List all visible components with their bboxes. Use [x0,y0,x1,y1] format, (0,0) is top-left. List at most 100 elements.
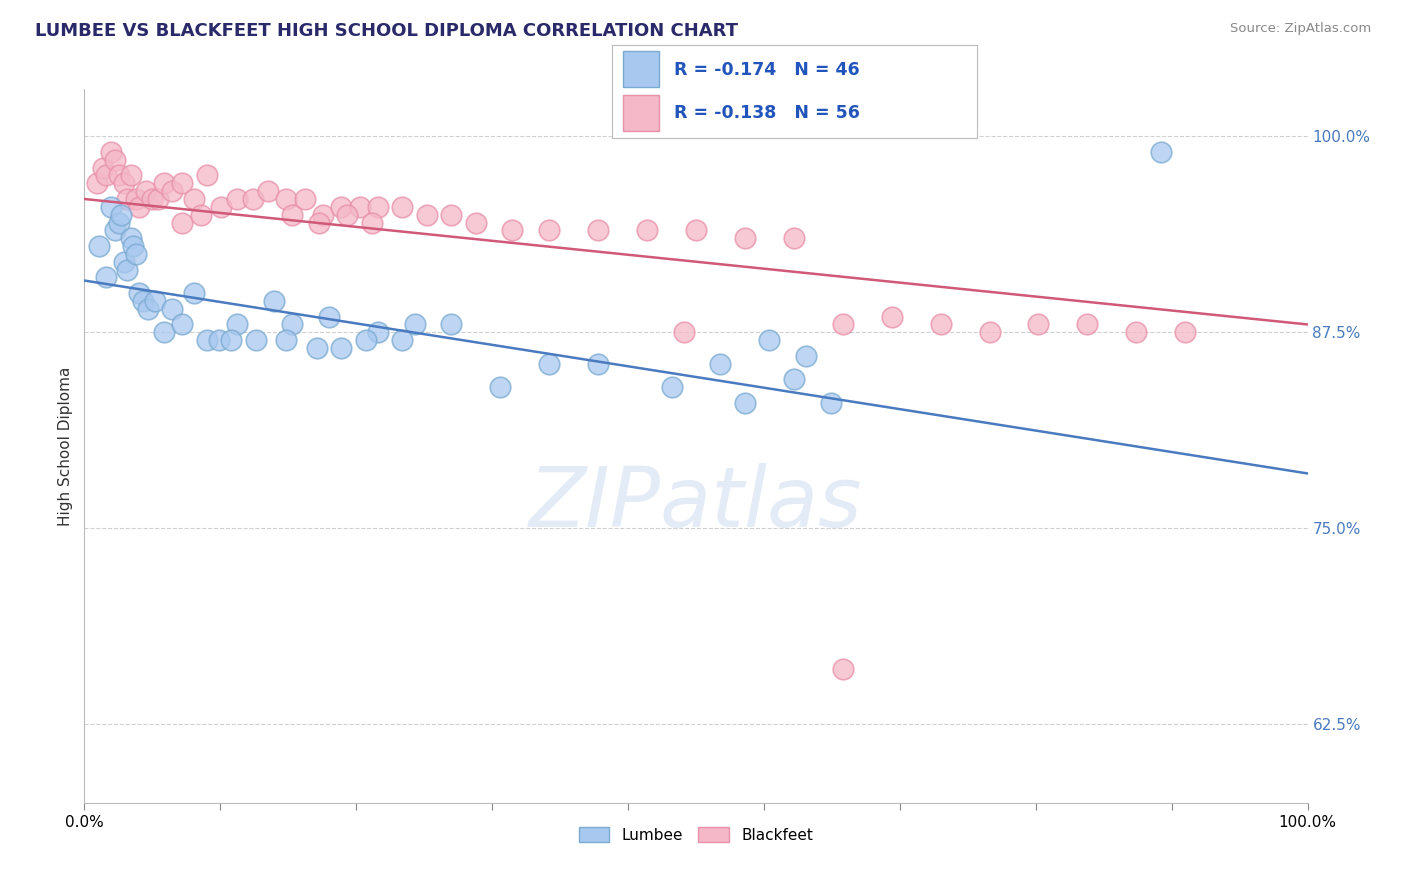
Point [586,223,609,237]
Point [96,169,118,183]
Point [107,215,129,229]
Point [502,223,524,237]
Point [195,169,218,183]
Point [1150,145,1173,159]
Point [831,318,853,332]
Point [110,208,132,222]
Point [183,192,205,206]
Point [929,318,952,332]
Point [661,380,683,394]
Point [86,176,108,190]
Point [128,286,150,301]
Legend: Lumbee, Blackfeet: Lumbee, Blackfeet [572,821,820,848]
Point [100,145,122,159]
Point [162,301,184,316]
Point [464,215,486,229]
Point [104,153,127,167]
Point [91,161,114,175]
Point [312,208,335,222]
Point [538,357,561,371]
Point [783,231,806,245]
Point [190,208,212,222]
Point [416,208,439,222]
Point [586,357,609,371]
Point [96,270,118,285]
Point [135,184,157,198]
Point [367,200,389,214]
Point [226,318,249,332]
Point [294,192,316,206]
Point [538,223,561,237]
Point [794,349,817,363]
Point [245,333,267,347]
Point [87,239,110,253]
Point [330,341,353,355]
Point [305,341,328,355]
Point [242,192,264,206]
Point [831,663,853,677]
Point [183,286,205,301]
Text: R = -0.174   N = 46: R = -0.174 N = 46 [673,61,859,78]
Point [153,176,176,190]
Point [308,215,330,229]
Point [276,192,298,206]
Point [336,208,359,222]
Point [112,254,135,268]
Point [219,333,242,347]
Point [1028,318,1050,332]
Point [257,184,280,198]
Point [636,223,658,237]
Point [672,326,695,340]
Point [107,169,129,183]
Point [709,357,731,371]
Point [132,293,155,308]
Point [979,326,1001,340]
Point [404,318,426,332]
Point [360,215,382,229]
Point [143,293,166,308]
Point [354,333,377,347]
Point [758,333,780,347]
Point [440,318,463,332]
Point [125,192,148,206]
Point [136,301,159,316]
Point [153,326,176,340]
Point [112,176,135,190]
Point [367,326,389,340]
Text: Source: ZipAtlas.com: Source: ZipAtlas.com [1230,22,1371,36]
Text: LUMBEE VS BLACKFEET HIGH SCHOOL DIPLOMA CORRELATION CHART: LUMBEE VS BLACKFEET HIGH SCHOOL DIPLOMA … [35,22,738,40]
Point [104,223,127,237]
Point [783,372,806,386]
Text: ZIPatlas: ZIPatlas [529,463,863,543]
Point [330,200,353,214]
Point [146,192,169,206]
FancyBboxPatch shape [623,51,659,87]
Point [880,310,903,324]
Point [440,208,463,222]
Point [391,200,413,214]
Point [391,333,413,347]
Point [141,192,163,206]
Point [318,310,340,324]
Point [734,396,756,410]
Point [1076,318,1098,332]
Point [172,318,194,332]
Point [281,318,304,332]
Point [115,262,138,277]
Point [162,184,184,198]
Point [120,169,142,183]
Point [122,239,145,253]
Point [172,176,194,190]
Point [100,200,122,214]
Point [125,247,148,261]
Point [263,293,285,308]
Point [820,396,842,410]
Point [195,333,218,347]
FancyBboxPatch shape [623,95,659,131]
Point [281,208,304,222]
Point [685,223,707,237]
Point [208,333,231,347]
Point [172,215,194,229]
Point [209,200,232,214]
Point [276,333,298,347]
